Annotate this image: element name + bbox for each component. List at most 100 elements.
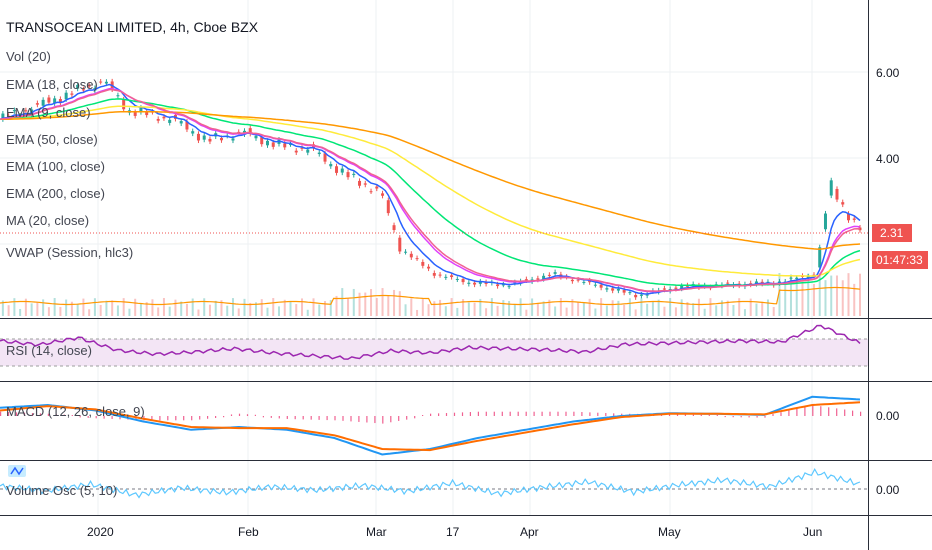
volume-bar bbox=[795, 276, 798, 316]
volume-bar bbox=[76, 303, 79, 316]
volume-bar bbox=[841, 280, 844, 316]
candle-body bbox=[317, 152, 321, 155]
volume-bar bbox=[542, 301, 545, 316]
macd-hist-bar bbox=[700, 414, 702, 416]
candle-body bbox=[76, 84, 80, 89]
x-tick-17: 17 bbox=[446, 525, 460, 539]
candle-body bbox=[191, 131, 195, 134]
candle-body bbox=[358, 180, 362, 186]
collapse-indicator-icon[interactable] bbox=[8, 465, 26, 477]
candle-body bbox=[806, 276, 810, 279]
volume-bar bbox=[214, 300, 217, 316]
candle-body bbox=[306, 149, 310, 153]
volume-bar bbox=[99, 304, 102, 316]
volume-bar bbox=[444, 306, 447, 316]
volume-bar bbox=[65, 299, 68, 316]
volume-bar bbox=[381, 288, 384, 316]
candle-body bbox=[582, 281, 586, 283]
candle-body bbox=[58, 99, 62, 104]
macd-hist-bar bbox=[812, 405, 814, 416]
volume-bar bbox=[559, 298, 562, 316]
ema200-line bbox=[0, 110, 861, 250]
candle-body bbox=[289, 144, 293, 146]
candle-body bbox=[41, 99, 45, 106]
volume-bar bbox=[93, 298, 96, 316]
candle-body bbox=[179, 121, 183, 124]
x-tick-2020: 2020 bbox=[87, 525, 114, 539]
candle-body bbox=[265, 140, 269, 146]
volume-bar bbox=[749, 298, 752, 316]
macd-hist-bar bbox=[844, 409, 846, 416]
legend-macd[interactable]: MACD (12, 26, close, 9) bbox=[6, 404, 145, 419]
macd-hist-bar bbox=[716, 415, 718, 416]
legend-ema50[interactable]: EMA (50, close) bbox=[6, 132, 98, 147]
volume-bar bbox=[42, 299, 45, 316]
candle-body bbox=[133, 112, 137, 116]
x-tick-may: May bbox=[658, 525, 681, 539]
macd-hist-bar bbox=[581, 412, 583, 416]
candle-body bbox=[616, 288, 620, 291]
macd-hist-bar bbox=[493, 411, 495, 416]
legend-vwap[interactable]: VWAP (Session, hlc3) bbox=[6, 245, 133, 260]
rsi-line bbox=[0, 324, 861, 360]
volume-bar bbox=[364, 292, 367, 316]
volume-bar bbox=[789, 274, 792, 316]
candle-body bbox=[81, 89, 85, 91]
candle-body bbox=[438, 274, 442, 276]
macd-hist-bar bbox=[159, 416, 161, 421]
volume-bar bbox=[847, 273, 850, 316]
legend-ema18[interactable]: EMA (18, close) bbox=[6, 77, 98, 92]
volume-bar bbox=[485, 308, 488, 316]
legend-ma20[interactable]: MA (20, close) bbox=[6, 213, 89, 228]
volume-bar bbox=[249, 302, 252, 316]
volume-bar bbox=[335, 295, 338, 316]
legend-ema100[interactable]: EMA (100, close) bbox=[6, 159, 105, 174]
volume-bar bbox=[220, 300, 223, 316]
volume-bar bbox=[421, 298, 424, 316]
volume-bar bbox=[755, 303, 758, 316]
macd-hist-bar bbox=[270, 416, 272, 418]
volume-bar bbox=[105, 300, 108, 316]
candle-body bbox=[104, 81, 108, 84]
candle-body bbox=[829, 180, 833, 196]
macd-hist-bar bbox=[445, 413, 448, 416]
macd-hist-bar bbox=[477, 411, 479, 416]
y-tick-6: 6.00 bbox=[876, 66, 900, 80]
candle-body bbox=[754, 281, 758, 284]
macd-hist-bar bbox=[724, 416, 726, 418]
candle-body bbox=[835, 188, 839, 200]
candle-body bbox=[553, 272, 557, 274]
volume-bar bbox=[766, 299, 769, 316]
volume-bar bbox=[312, 298, 315, 316]
volume-bar bbox=[531, 298, 534, 316]
candle-body bbox=[639, 294, 643, 296]
candle-body bbox=[363, 183, 367, 185]
y-tick-4: 4.00 bbox=[876, 152, 900, 166]
grid bbox=[0, 0, 868, 515]
candle-body bbox=[680, 285, 684, 289]
macd-hist-bar bbox=[740, 416, 742, 418]
volume-bar bbox=[185, 303, 188, 316]
legend-rsi[interactable]: RSI (14, close) bbox=[6, 343, 92, 358]
legend-ema9[interactable]: EMA (9, close) bbox=[6, 105, 91, 120]
volume-bar bbox=[732, 305, 735, 316]
volume-bar bbox=[295, 304, 298, 316]
candle-body bbox=[271, 142, 275, 147]
candle-body bbox=[570, 279, 574, 282]
volume-bar bbox=[692, 303, 695, 316]
volume-bar bbox=[19, 308, 22, 316]
macd-hist-bar bbox=[525, 411, 527, 416]
volume-bar bbox=[347, 298, 350, 316]
macd-hist-bar bbox=[820, 406, 822, 416]
candle-body bbox=[599, 284, 603, 288]
macd-hist-bar bbox=[692, 414, 694, 416]
legend-vol[interactable]: Vol (20) bbox=[6, 49, 51, 64]
volume-bar bbox=[7, 305, 10, 316]
legend-ema200[interactable]: EMA (200, close) bbox=[6, 186, 105, 201]
candle-body bbox=[386, 200, 390, 214]
candle-body bbox=[260, 137, 264, 145]
candle-body bbox=[145, 111, 149, 116]
legend-volosc[interactable]: Volume Osc (5, 10) bbox=[6, 483, 117, 498]
volume-bar bbox=[111, 300, 114, 316]
volume-bar bbox=[433, 301, 436, 316]
